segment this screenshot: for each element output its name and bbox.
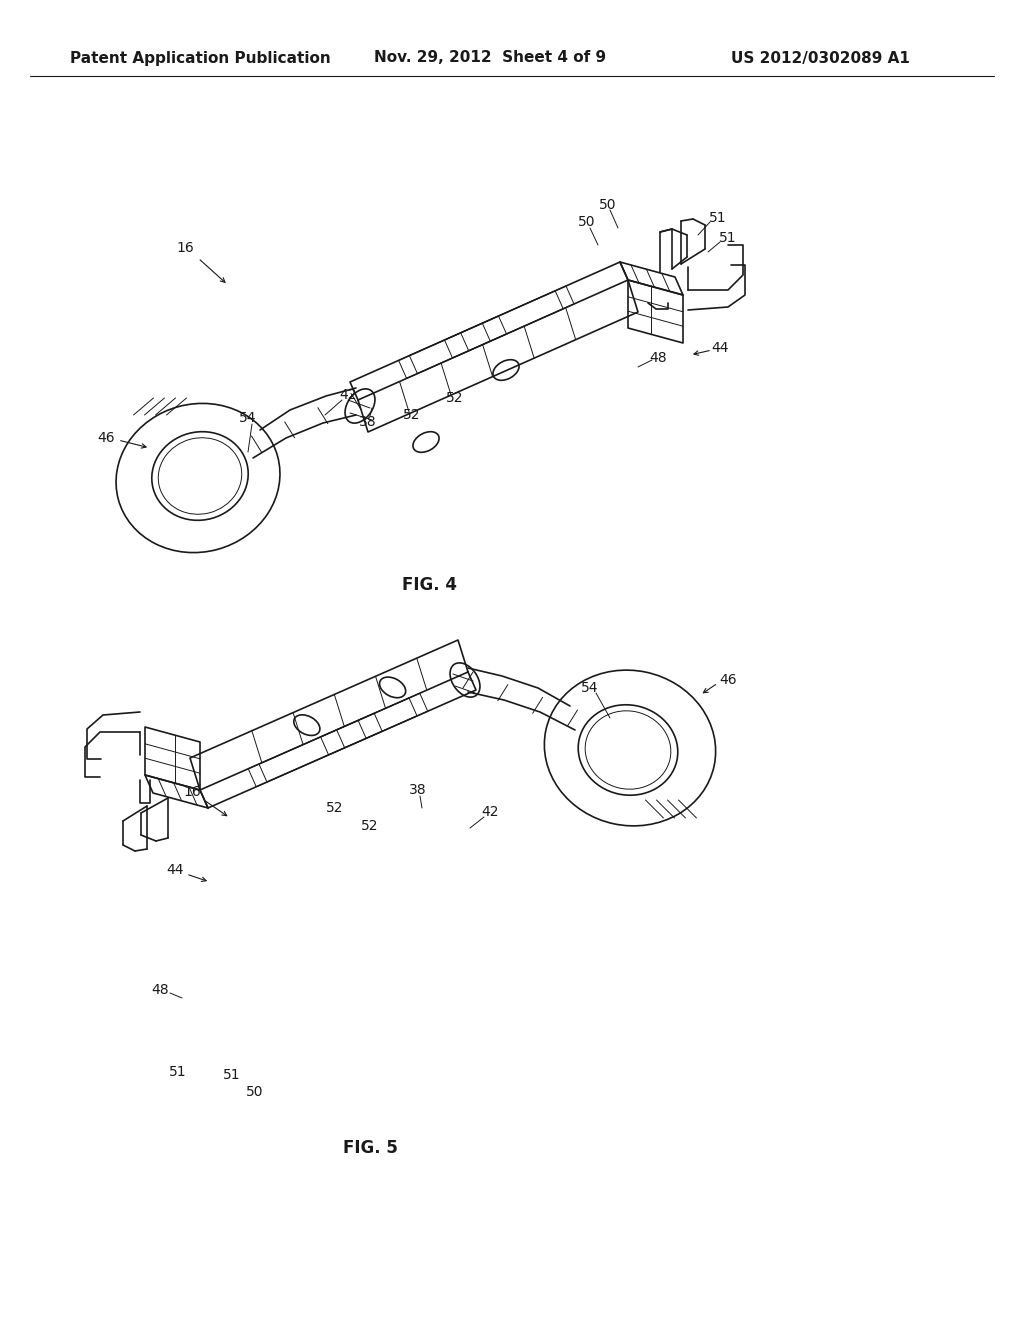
Text: FIG. 5: FIG. 5	[343, 1139, 397, 1158]
Text: 50: 50	[579, 215, 596, 228]
Text: 48: 48	[152, 983, 169, 997]
Text: 54: 54	[582, 681, 599, 696]
Text: 42: 42	[481, 805, 499, 818]
Text: 16: 16	[183, 785, 201, 799]
Text: US 2012/0302089 A1: US 2012/0302089 A1	[730, 50, 909, 66]
Text: 51: 51	[719, 231, 737, 246]
Text: 44: 44	[712, 341, 729, 355]
Text: 38: 38	[359, 414, 377, 429]
Text: Patent Application Publication: Patent Application Publication	[70, 50, 331, 66]
Text: 44: 44	[166, 863, 183, 876]
Text: 16: 16	[176, 242, 194, 255]
Text: 38: 38	[410, 783, 427, 797]
Text: FIG. 4: FIG. 4	[402, 576, 458, 594]
Text: 52: 52	[327, 801, 344, 814]
Text: 52: 52	[361, 818, 379, 833]
Text: 51: 51	[169, 1065, 186, 1078]
Text: Nov. 29, 2012  Sheet 4 of 9: Nov. 29, 2012 Sheet 4 of 9	[374, 50, 606, 66]
Text: 42: 42	[339, 388, 356, 403]
Text: 51: 51	[710, 211, 727, 224]
Text: 51: 51	[223, 1068, 241, 1082]
Text: 52: 52	[403, 408, 421, 422]
Text: 50: 50	[246, 1085, 264, 1100]
Text: 54: 54	[240, 411, 257, 425]
Text: 46: 46	[97, 432, 115, 445]
Text: 52: 52	[446, 391, 464, 405]
Text: 50: 50	[599, 198, 616, 213]
Text: 48: 48	[649, 351, 667, 366]
Text: 46: 46	[719, 673, 737, 686]
